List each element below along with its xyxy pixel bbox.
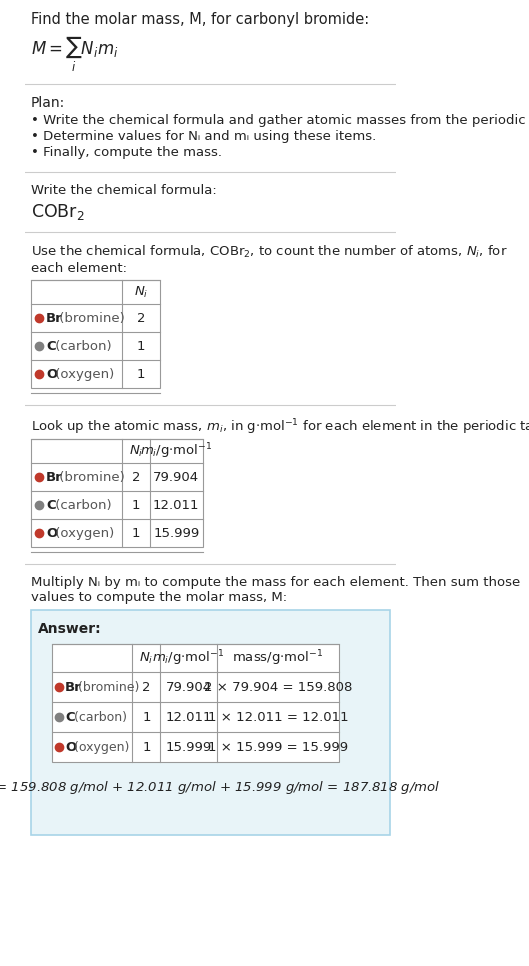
Text: Answer:: Answer: [38, 622, 102, 636]
Text: • Write the chemical formula and gather atomic masses from the periodic table.: • Write the chemical formula and gather … [31, 114, 529, 127]
Text: C: C [46, 498, 56, 512]
Text: 1: 1 [142, 711, 151, 724]
Text: (carbon): (carbon) [51, 498, 112, 512]
Text: Plan:: Plan: [31, 96, 65, 110]
FancyBboxPatch shape [31, 280, 160, 388]
Text: 1 × 15.999 = 15.999: 1 × 15.999 = 15.999 [208, 741, 348, 753]
Text: $N_i$: $N_i$ [139, 650, 153, 666]
Text: $m_i$/g$\cdot$mol$^{-1}$: $m_i$/g$\cdot$mol$^{-1}$ [152, 648, 225, 668]
Text: (oxygen): (oxygen) [51, 526, 114, 539]
Text: 79.904: 79.904 [166, 680, 212, 694]
Text: Br: Br [46, 470, 63, 484]
Text: • Determine values for Nᵢ and mᵢ using these items.: • Determine values for Nᵢ and mᵢ using t… [31, 130, 376, 143]
Text: O: O [46, 526, 58, 539]
Text: (bromine): (bromine) [74, 680, 140, 694]
Text: Br: Br [65, 680, 82, 694]
Text: Write the chemical formula:: Write the chemical formula: [31, 184, 216, 197]
Text: Multiply Nᵢ by mᵢ to compute the mass for each element. Then sum those values to: Multiply Nᵢ by mᵢ to compute the mass fo… [31, 576, 520, 604]
Text: $N_i$: $N_i$ [134, 284, 149, 299]
FancyBboxPatch shape [31, 439, 203, 547]
Text: $m_i$/g$\cdot$mol$^{-1}$: $m_i$/g$\cdot$mol$^{-1}$ [140, 441, 213, 461]
Text: 15.999: 15.999 [166, 741, 212, 753]
Text: (carbon): (carbon) [70, 711, 127, 724]
Text: O: O [65, 741, 76, 753]
Text: mass/g$\cdot$mol$^{-1}$: mass/g$\cdot$mol$^{-1}$ [232, 648, 324, 668]
Text: (bromine): (bromine) [56, 311, 125, 325]
Text: $M$ = 159.808 g/mol + 12.011 g/mol + 15.999 g/mol = 187.818 g/mol: $M$ = 159.808 g/mol + 12.011 g/mol + 15.… [0, 779, 441, 796]
Text: 1: 1 [137, 367, 145, 381]
Text: Find the molar mass, M, for carbonyl bromide:: Find the molar mass, M, for carbonyl bro… [31, 12, 369, 27]
Text: 1: 1 [132, 498, 140, 512]
Text: 1: 1 [142, 741, 151, 753]
Text: 2: 2 [137, 311, 145, 325]
Text: (oxygen): (oxygen) [70, 741, 129, 753]
Text: $M = \sum_i N_i m_i$: $M = \sum_i N_i m_i$ [31, 34, 118, 74]
FancyBboxPatch shape [31, 610, 390, 835]
Text: 2 × 79.904 = 159.808: 2 × 79.904 = 159.808 [204, 680, 352, 694]
Text: (oxygen): (oxygen) [51, 367, 114, 381]
Text: Br: Br [46, 311, 63, 325]
Text: C: C [65, 711, 75, 724]
Text: 2: 2 [132, 470, 140, 484]
Text: 79.904: 79.904 [153, 470, 199, 484]
Text: COBr$_2$: COBr$_2$ [31, 202, 84, 222]
Text: $N_i$: $N_i$ [129, 443, 143, 459]
Text: (carbon): (carbon) [51, 339, 112, 353]
Text: Use the chemical formula, COBr$_2$, to count the number of atoms, $N_i$, for eac: Use the chemical formula, COBr$_2$, to c… [31, 244, 507, 275]
FancyBboxPatch shape [52, 644, 339, 762]
Text: (bromine): (bromine) [56, 470, 125, 484]
Text: 15.999: 15.999 [153, 526, 199, 539]
Text: 1: 1 [137, 339, 145, 353]
Text: Look up the atomic mass, $m_i$, in g$\cdot$mol$^{-1}$ for each element in the pe: Look up the atomic mass, $m_i$, in g$\cd… [31, 417, 529, 437]
Text: 12.011: 12.011 [165, 711, 212, 724]
Text: 1 × 12.011 = 12.011: 1 × 12.011 = 12.011 [207, 711, 348, 724]
Text: O: O [46, 367, 58, 381]
Text: 1: 1 [132, 526, 140, 539]
Text: C: C [46, 339, 56, 353]
Text: 12.011: 12.011 [153, 498, 199, 512]
Text: 2: 2 [142, 680, 151, 694]
Text: • Finally, compute the mass.: • Finally, compute the mass. [31, 146, 222, 159]
